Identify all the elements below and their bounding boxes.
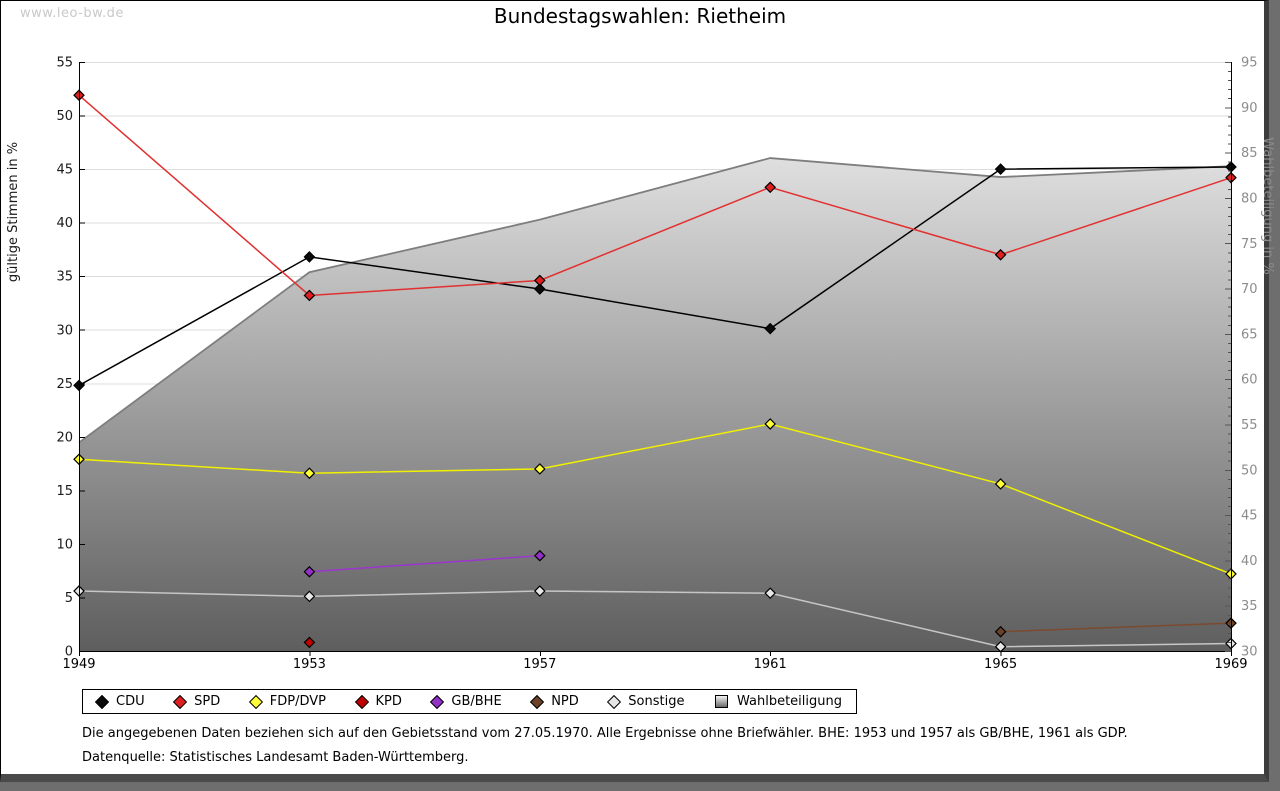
svg-text:55: 55 bbox=[1241, 418, 1258, 433]
legend-item-kpd: KPD bbox=[354, 694, 402, 709]
wahlbeteiligung-area bbox=[79, 158, 1231, 651]
data-point bbox=[533, 585, 546, 597]
series-gb-bhe bbox=[303, 549, 546, 578]
axes bbox=[79, 62, 1232, 656]
series-line bbox=[78, 166, 1232, 387]
svg-text:70: 70 bbox=[1241, 282, 1258, 297]
svg-text:75: 75 bbox=[1241, 237, 1258, 252]
series-line bbox=[78, 590, 1232, 648]
data-point bbox=[764, 181, 777, 194]
data-point bbox=[764, 418, 777, 430]
legend-item-wahlbeteiligung: Wahlbeteiligung bbox=[714, 694, 842, 709]
svg-text:1969: 1969 bbox=[1214, 657, 1247, 672]
svg-text:0: 0 bbox=[65, 645, 73, 660]
series-kpd bbox=[303, 636, 316, 649]
data-point bbox=[533, 463, 546, 475]
data-point bbox=[303, 251, 316, 263]
data-point bbox=[994, 478, 1007, 490]
legend-label: FDP/DVP bbox=[269, 694, 326, 709]
series-line bbox=[78, 94, 1232, 297]
legend-item-spd: SPD bbox=[173, 694, 221, 709]
legend-item-sonstige: Sonstige bbox=[607, 694, 685, 709]
svg-text:1961: 1961 bbox=[754, 657, 787, 672]
legend-marker-gb-bhe bbox=[430, 694, 445, 709]
legend-label: SPD bbox=[194, 694, 221, 709]
legend-marker-fdp-dvp bbox=[248, 694, 263, 709]
legend-marker-sonstige bbox=[607, 694, 622, 709]
data-point bbox=[533, 274, 546, 287]
series-line bbox=[1000, 622, 1232, 633]
data-point bbox=[994, 163, 1007, 175]
legend: CDU SPD FDP/DVP KPD GB/BHE NPD Sonstige Wahlbet… bbox=[82, 689, 857, 714]
legend-marker-npd bbox=[530, 694, 545, 709]
svg-text:40: 40 bbox=[1241, 554, 1258, 569]
svg-text:30: 30 bbox=[56, 323, 73, 338]
svg-text:90: 90 bbox=[1241, 101, 1258, 116]
series-line bbox=[309, 554, 540, 573]
svg-text:45: 45 bbox=[1241, 509, 1258, 524]
svg-text:40: 40 bbox=[56, 216, 73, 231]
legend-marker-kpd bbox=[354, 694, 369, 709]
wahlbeteiligung-area-edge bbox=[78, 157, 1232, 444]
svg-text:50: 50 bbox=[56, 109, 73, 124]
svg-text:5: 5 bbox=[65, 591, 73, 606]
svg-text:35: 35 bbox=[56, 270, 73, 285]
series-spd bbox=[73, 89, 1237, 302]
page-title: Bundestagswahlen: Rietheim bbox=[493, 4, 787, 28]
svg-text:1949: 1949 bbox=[62, 657, 95, 672]
legend-label: KPD bbox=[375, 694, 402, 709]
svg-text:65: 65 bbox=[1241, 327, 1258, 342]
svg-text:95: 95 bbox=[1241, 56, 1258, 71]
legend-label: CDU bbox=[116, 694, 145, 709]
left-axis-labels: 0 5 10 15 20 25 30 35 40 45 50 55 bbox=[56, 56, 73, 660]
left-axis-title: gültige Stimmen in % bbox=[6, 142, 21, 282]
svg-text:1965: 1965 bbox=[984, 657, 1017, 672]
legend-item-cdu: CDU bbox=[94, 694, 145, 709]
svg-text:35: 35 bbox=[1241, 599, 1258, 614]
legend-label: Sonstige bbox=[628, 694, 685, 709]
data-point bbox=[994, 248, 1007, 261]
data-point bbox=[533, 549, 546, 562]
datasource-note: Datenquelle: Statistisches Landesamt Bad… bbox=[82, 750, 469, 765]
legend-label: GB/BHE bbox=[451, 694, 502, 709]
svg-text:80: 80 bbox=[1241, 191, 1258, 206]
svg-text:55: 55 bbox=[56, 56, 73, 71]
legend-label: Wahlbeteiligung bbox=[736, 694, 842, 709]
legend-item-gb-bhe: GB/BHE bbox=[430, 694, 502, 709]
legend-item-fdp-dvp: FDP/DVP bbox=[248, 694, 326, 709]
data-point bbox=[303, 590, 316, 603]
svg-text:50: 50 bbox=[1241, 463, 1258, 478]
footnote: Die angegebenen Daten beziehen sich auf … bbox=[82, 726, 1128, 741]
series-cdu bbox=[73, 161, 1237, 392]
data-point bbox=[303, 289, 316, 302]
legend-item-npd: NPD bbox=[530, 694, 579, 709]
legend-label: NPD bbox=[551, 694, 579, 709]
svg-text:30: 30 bbox=[1241, 645, 1258, 660]
svg-text:1957: 1957 bbox=[523, 657, 556, 672]
x-axis-labels: 1949 1953 1957 1961 1965 1969 bbox=[62, 657, 1247, 672]
data-point bbox=[994, 625, 1007, 638]
legend-marker-cdu bbox=[94, 694, 110, 709]
data-point bbox=[303, 636, 316, 649]
data-point bbox=[533, 283, 546, 295]
watermark: www.leo-bw.de bbox=[20, 6, 124, 21]
legend-marker-wahlbeteiligung bbox=[714, 695, 728, 708]
data-point bbox=[764, 587, 777, 600]
svg-text:10: 10 bbox=[56, 537, 73, 552]
svg-text:85: 85 bbox=[1241, 146, 1258, 161]
svg-text:1953: 1953 bbox=[293, 657, 326, 672]
svg-text:15: 15 bbox=[56, 484, 73, 499]
svg-text:60: 60 bbox=[1241, 373, 1258, 388]
legend-marker-spd bbox=[173, 694, 188, 709]
data-point bbox=[303, 565, 316, 578]
svg-text:45: 45 bbox=[56, 163, 73, 178]
data-point bbox=[764, 322, 777, 335]
series-line bbox=[78, 423, 1232, 575]
data-point bbox=[303, 467, 316, 480]
svg-text:25: 25 bbox=[56, 377, 73, 392]
right-axis-labels: 30 35 40 45 50 55 60 65 70 75 80 85 90 95 bbox=[1241, 56, 1258, 660]
right-axis-title: Wahlbeteiligung in % bbox=[1260, 137, 1275, 274]
svg-text:20: 20 bbox=[56, 430, 73, 445]
